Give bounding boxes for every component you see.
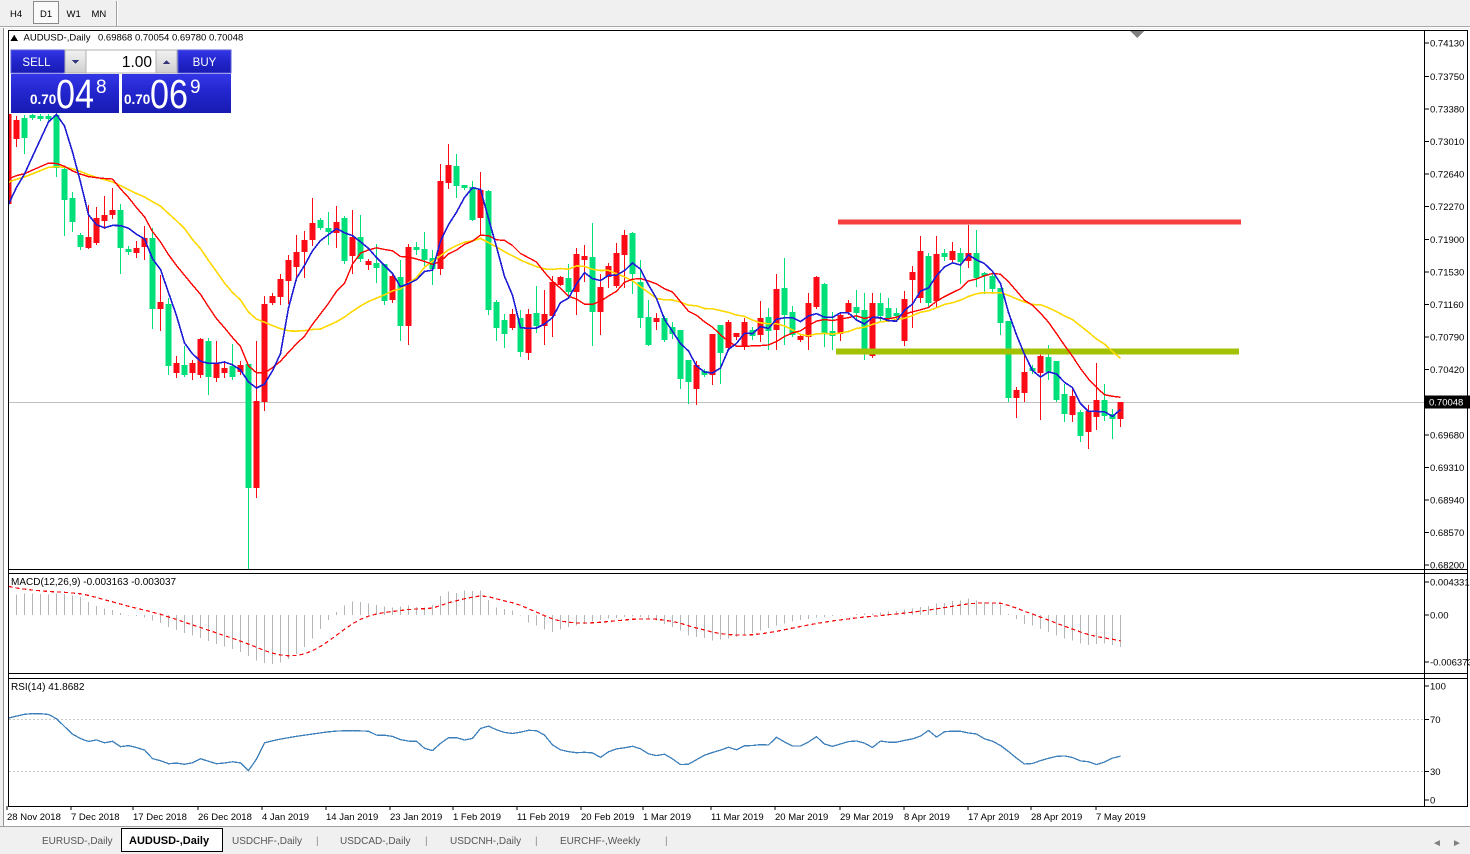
- svg-text:14 Jan 2019: 14 Jan 2019: [326, 812, 378, 823]
- svg-text:|: |: [665, 836, 668, 847]
- svg-text:0.71530: 0.71530: [1430, 267, 1464, 278]
- svg-text:7 Dec 2018: 7 Dec 2018: [71, 812, 120, 823]
- svg-text:0.70048: 0.70048: [1429, 398, 1463, 409]
- svg-text:|: |: [316, 836, 319, 847]
- svg-text:0.70: 0.70: [124, 92, 150, 107]
- svg-text:70: 70: [1430, 715, 1441, 726]
- svg-text:0.73750: 0.73750: [1430, 72, 1464, 83]
- svg-text:8: 8: [96, 77, 107, 98]
- svg-text:0.70790: 0.70790: [1430, 333, 1464, 344]
- svg-text:11 Mar 2019: 11 Mar 2019: [711, 812, 764, 823]
- svg-text:0.70420: 0.70420: [1430, 365, 1464, 376]
- svg-text:0.73010: 0.73010: [1430, 137, 1464, 148]
- svg-text:1.00: 1.00: [122, 54, 153, 71]
- svg-text:26 Dec 2018: 26 Dec 2018: [198, 812, 252, 823]
- svg-text:30: 30: [1430, 767, 1441, 778]
- svg-text:28 Nov 2018: 28 Nov 2018: [7, 812, 61, 823]
- svg-text:06: 06: [150, 71, 188, 117]
- svg-text:1 Mar 2019: 1 Mar 2019: [643, 812, 691, 823]
- svg-text:|: |: [425, 836, 428, 847]
- svg-text:1 Feb 2019: 1 Feb 2019: [453, 812, 501, 823]
- svg-text:0.68570: 0.68570: [1430, 528, 1464, 539]
- svg-text:20 Mar 2019: 20 Mar 2019: [775, 812, 828, 823]
- svg-text:0.71160: 0.71160: [1430, 300, 1464, 311]
- svg-text:0.68940: 0.68940: [1430, 495, 1464, 506]
- svg-text:0.69310: 0.69310: [1430, 463, 1464, 474]
- svg-text:H4: H4: [10, 9, 22, 20]
- svg-text:11 Feb 2019: 11 Feb 2019: [517, 812, 570, 823]
- svg-text:|: |: [535, 836, 538, 847]
- svg-text:0.72270: 0.72270: [1430, 202, 1464, 213]
- svg-text:►: ►: [1452, 838, 1462, 849]
- svg-text:20 Feb 2019: 20 Feb 2019: [581, 812, 634, 823]
- svg-text:0.70: 0.70: [30, 92, 56, 107]
- svg-text:8 Apr 2019: 8 Apr 2019: [904, 812, 950, 823]
- svg-text:23 Jan 2019: 23 Jan 2019: [390, 812, 442, 823]
- svg-text:0.73380: 0.73380: [1430, 105, 1464, 116]
- svg-text:EURUSD-,Daily: EURUSD-,Daily: [42, 836, 113, 847]
- svg-text:0.69680: 0.69680: [1430, 430, 1464, 441]
- svg-text:D1: D1: [40, 9, 52, 20]
- svg-text:9: 9: [190, 77, 201, 98]
- svg-text:0.00: 0.00: [1430, 611, 1449, 622]
- svg-text:USDCAD-,Daily: USDCAD-,Daily: [340, 836, 411, 847]
- svg-text:28 Apr 2019: 28 Apr 2019: [1031, 812, 1082, 823]
- svg-text:0.69868 0.70054 0.69780 0.7004: 0.69868 0.70054 0.69780 0.70048: [98, 33, 243, 44]
- svg-text:04: 04: [56, 71, 94, 117]
- svg-text:7 May 2019: 7 May 2019: [1096, 812, 1146, 823]
- svg-text:4 Jan 2019: 4 Jan 2019: [262, 812, 309, 823]
- svg-text:USDCNH-,Daily: USDCNH-,Daily: [450, 836, 521, 847]
- svg-text:RSI(14) 41.8682: RSI(14) 41.8682: [11, 682, 85, 693]
- svg-text:0.72640: 0.72640: [1430, 170, 1464, 181]
- svg-text:W1: W1: [67, 9, 81, 20]
- svg-text:29 Mar 2019: 29 Mar 2019: [840, 812, 893, 823]
- svg-text:17 Dec 2018: 17 Dec 2018: [133, 812, 187, 823]
- svg-text:0.74130: 0.74130: [1430, 39, 1464, 50]
- svg-text:AUDUSD-,Daily: AUDUSD-,Daily: [129, 835, 210, 847]
- svg-text:0: 0: [1430, 796, 1435, 807]
- svg-text:-0.006373: -0.006373: [1430, 658, 1470, 669]
- svg-text:MN: MN: [92, 9, 107, 20]
- svg-text:0.68200: 0.68200: [1430, 561, 1464, 572]
- svg-text:USDCHF-,Daily: USDCHF-,Daily: [232, 836, 302, 847]
- svg-text:SELL: SELL: [22, 57, 51, 69]
- svg-text:0.004331: 0.004331: [1430, 578, 1470, 589]
- svg-text:BUY: BUY: [193, 57, 217, 69]
- svg-text:◄: ◄: [1432, 838, 1442, 849]
- svg-text:100: 100: [1430, 682, 1446, 693]
- svg-text:EURCHF-,Weekly: EURCHF-,Weekly: [560, 836, 640, 847]
- svg-text:0.71900: 0.71900: [1430, 235, 1464, 246]
- svg-text:MACD(12,26,9) -0.003163 -0.003: MACD(12,26,9) -0.003163 -0.003037: [11, 577, 177, 588]
- svg-text:AUDUSD-,Daily: AUDUSD-,Daily: [24, 33, 91, 44]
- svg-text:17 Apr 2019: 17 Apr 2019: [968, 812, 1019, 823]
